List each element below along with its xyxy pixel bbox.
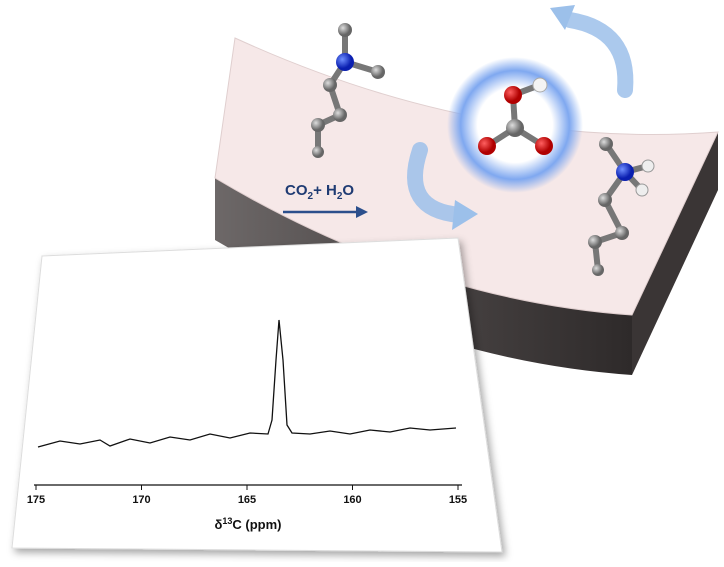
spectrum-trace <box>37 319 457 448</box>
slab-side <box>632 132 718 375</box>
subscript: 2 <box>337 191 343 202</box>
atoms <box>478 77 553 155</box>
atoms <box>311 23 385 158</box>
x-tick-label: 175 <box>27 494 45 506</box>
x-tick-label: 155 <box>449 494 467 506</box>
superscript: 13 <box>222 516 232 526</box>
x-tick-label: 160 <box>343 494 361 506</box>
x-tick-label: 170 <box>132 494 150 506</box>
subscript: 2 <box>308 191 314 202</box>
x-tick-label: 165 <box>238 494 256 506</box>
atoms <box>588 137 655 276</box>
arrow-head <box>356 206 368 218</box>
x-axis-label: δ13C (ppm) <box>214 516 281 532</box>
arrow-head <box>550 5 575 30</box>
text: δ <box>214 517 222 532</box>
spectrum-sheet <box>11 237 503 553</box>
text: + H <box>313 182 337 199</box>
cycle-arrows <box>407 12 634 223</box>
reaction-label: CO2+ H2O <box>285 182 354 202</box>
text: O <box>342 182 354 199</box>
x-axis: 175 170 165 160 155 <box>27 484 467 506</box>
text: C (ppm) <box>232 517 281 532</box>
text: CO <box>285 182 308 199</box>
arrow-head <box>452 200 478 230</box>
